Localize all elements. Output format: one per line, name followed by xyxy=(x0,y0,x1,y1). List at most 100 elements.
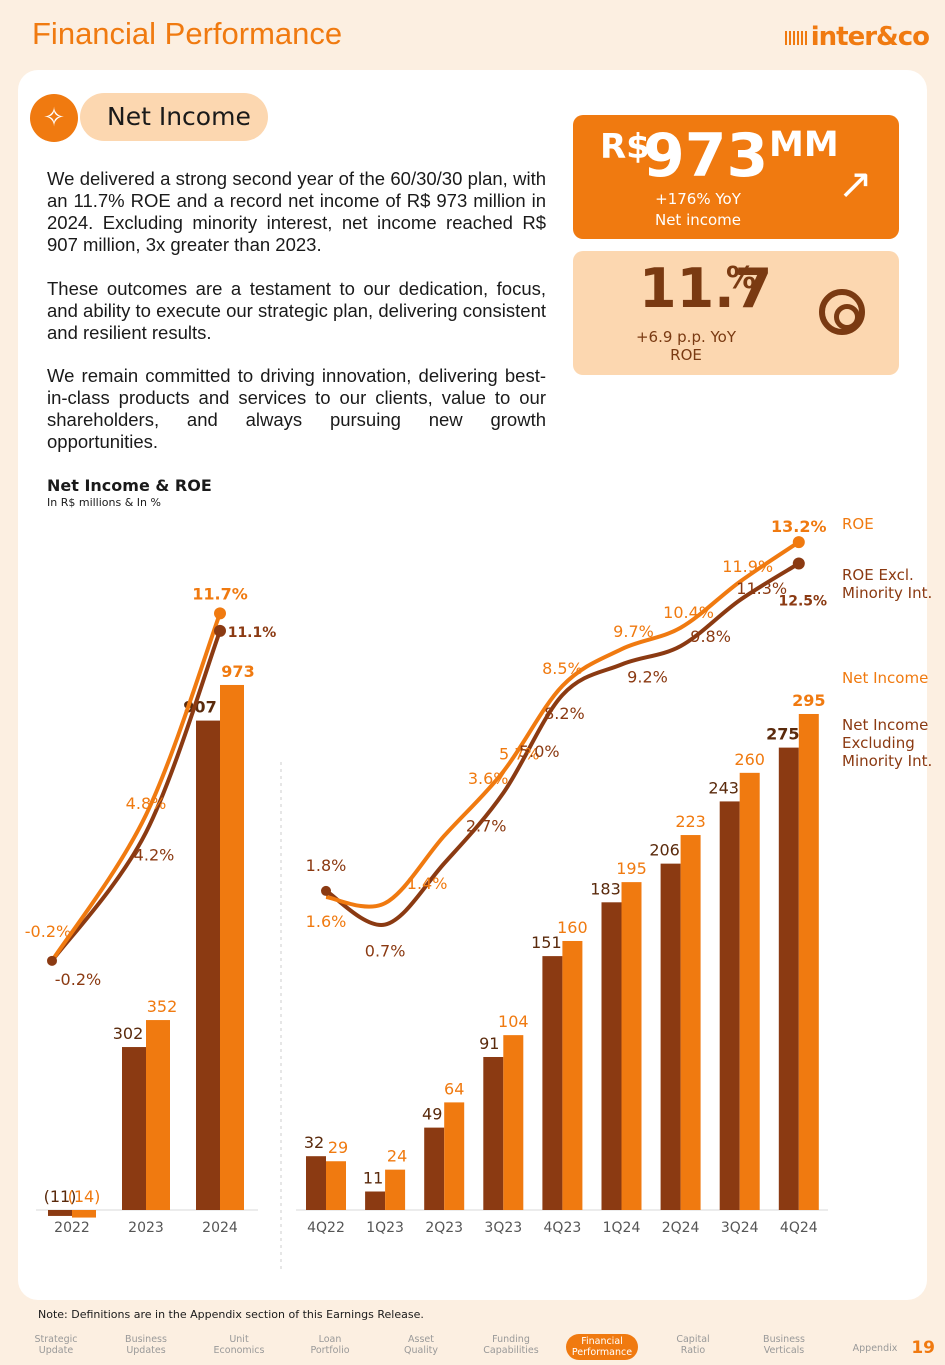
nav-strategic-update[interactable]: Strategic Update xyxy=(22,1334,90,1356)
quarterly-roe-excl-label-4Q22: 1.8% xyxy=(306,856,347,875)
logo-stripes-icon xyxy=(784,30,807,45)
legend-net-income-excl-line-1: Net Income xyxy=(842,716,929,734)
nav-label: Quality xyxy=(404,1345,438,1356)
quarterly-bar-label-ni-3Q23: 104 xyxy=(498,1012,529,1031)
annual-bar-ni-2023 xyxy=(146,1020,170,1210)
quarterly-roe-label-3Q23: 5.7% xyxy=(499,745,540,764)
annual-bar-excl-2022 xyxy=(48,1210,72,1216)
nav-label: Strategic xyxy=(34,1334,78,1345)
annual-bar-ni-2022 xyxy=(72,1210,96,1218)
quarterly-roe-label-4Q23: 8.5% xyxy=(542,659,583,678)
paragraph-1: We delivered a strong second year of the… xyxy=(47,168,546,255)
quarterly-line-roe xyxy=(325,540,800,909)
kpi-roe-unit: % xyxy=(726,261,757,296)
quarterly-tick-label-4Q23: 4Q23 xyxy=(544,1220,582,1236)
nav-label: Capital xyxy=(676,1334,710,1345)
nav-asset-quality[interactable]: Asset Quality xyxy=(387,1334,455,1356)
kpi-roe-change: +6.9 p.p. YoY xyxy=(635,328,737,346)
quarterly-roe-label-1Q24: 9.7% xyxy=(613,622,654,641)
quarterly-line-roe-excl xyxy=(324,561,800,927)
annual-roe-label-2024: 11.7% xyxy=(192,584,248,603)
quarterly-bar-label-excl-4Q23: 151 xyxy=(531,933,562,952)
nav-label: Business xyxy=(125,1334,167,1345)
nav-label: Financial xyxy=(581,1336,623,1347)
quarterly-roe-label-1Q23: 1.4% xyxy=(407,874,448,893)
chart-subtitle: In R$ millions & In % xyxy=(47,496,161,509)
net-income-roe-chart: (11)(14)202230235220239079732024-0.2%4.8… xyxy=(25,517,828,1270)
annual-bar-label-ni-2022: (14) xyxy=(68,1187,101,1206)
quarterly-bar-excl-4Q23 xyxy=(542,956,563,1210)
quarterly-roe-excl-label-4Q24: 12.5% xyxy=(779,594,828,610)
nav-funding-capabilities[interactable]: Funding Capabilities xyxy=(477,1334,545,1356)
quarterly-bar-ni-2Q23 xyxy=(444,1102,465,1210)
annual-line-roe-excl xyxy=(50,630,222,963)
quarterly-bar-label-ni-2Q23: 64 xyxy=(444,1079,464,1098)
quarterly-bar-label-ni-2Q24: 223 xyxy=(675,812,706,831)
kpi-roe-label: ROE xyxy=(670,346,702,364)
nav-label: Business xyxy=(763,1334,805,1345)
paragraph-2: These outcomes are a testament to our de… xyxy=(47,278,546,343)
paragraph-3: We remain committed to driving innovatio… xyxy=(47,365,546,452)
nav-financial-performance[interactable]: Financial Performance xyxy=(566,1334,638,1360)
page-number: 19 xyxy=(911,1338,935,1358)
nav-label: Capabilities xyxy=(483,1345,539,1356)
quarterly-bar-excl-4Q22 xyxy=(306,1156,326,1210)
nav-business-updates[interactable]: Business Updates xyxy=(112,1334,180,1356)
quarterly-bar-label-ni-1Q24: 195 xyxy=(616,859,647,878)
quarterly-roe-label-2Q23: 3.6% xyxy=(468,769,509,788)
quarterly-roe-excl-label-1Q23: 0.7% xyxy=(365,942,406,961)
quarterly-bar-label-ni-3Q24: 260 xyxy=(734,750,765,769)
arrow-up-right-icon: ↗ xyxy=(837,159,873,208)
annual-line-roe xyxy=(50,612,222,962)
annual-bar-excl-2024 xyxy=(196,720,220,1210)
quarterly-bar-excl-3Q24 xyxy=(719,801,740,1210)
quarterly-tick-label-4Q22: 4Q22 xyxy=(307,1220,345,1236)
quarterly-bar-label-excl-2Q23: 49 xyxy=(422,1105,442,1124)
legend-net-income-excl-line-2: Excluding xyxy=(842,734,915,752)
quarterly-roe-excl-label-4Q23: 8.2% xyxy=(544,704,585,723)
kpi-currency: R$ xyxy=(600,127,650,167)
quarterly-bar-excl-4Q24 xyxy=(778,747,799,1210)
nav-capital-ratio[interactable]: Capital Ratio xyxy=(659,1334,727,1356)
section-badge: Net Income xyxy=(80,93,268,141)
annual-bar-label-excl-2022: (11) xyxy=(44,1187,77,1206)
annual-roe-label-2022: -0.2% xyxy=(25,922,71,941)
quarterly-roe-label-4Q24: 13.2% xyxy=(771,517,827,536)
quarterly-bar-label-excl-4Q22: 32 xyxy=(304,1133,324,1152)
nav-appendix[interactable]: Appendix xyxy=(845,1343,905,1354)
quarterly-tick-label-2Q23: 2Q23 xyxy=(425,1220,463,1236)
nav-loan-portfolio[interactable]: Loan Portfolio xyxy=(296,1334,364,1356)
annual-bar-label-ni-2023: 352 xyxy=(147,997,178,1016)
quarterly-tick-label-3Q24: 3Q24 xyxy=(721,1220,759,1236)
nav-label: Funding xyxy=(492,1334,530,1345)
quarterly-tick-label-1Q23: 1Q23 xyxy=(366,1220,404,1236)
kpi-net-income-value: 973 xyxy=(643,121,769,191)
quarterly-bar-excl-1Q24 xyxy=(601,902,622,1210)
legend-roe-excl-line-2: Minority Int. xyxy=(842,584,933,602)
footnote: Note: Definitions are in the Appendix se… xyxy=(38,1308,424,1321)
sparkle-icon: ✧ xyxy=(30,94,78,142)
quarterly-bar-ni-3Q24 xyxy=(739,772,760,1210)
nav-label: Unit xyxy=(229,1334,249,1345)
legend-roe-excl: ROE Excl. Minority Int. xyxy=(842,566,932,602)
chart-title: Net Income & ROE xyxy=(47,476,212,495)
annual-tick-label-2023: 2023 xyxy=(128,1220,164,1236)
quarterly-bar-label-ni-4Q24: 295 xyxy=(792,691,825,710)
nav-unit-economics[interactable]: Unit Economics xyxy=(205,1334,273,1356)
quarterly-bar-label-excl-2Q24: 206 xyxy=(649,841,680,860)
annual-bar-ni-2024 xyxy=(220,684,244,1210)
quarterly-roe-label-4Q22: 1.6% xyxy=(306,912,347,931)
legend-roe: ROE xyxy=(842,515,874,533)
nav-label: Performance xyxy=(571,1347,633,1358)
nav-business-verticals[interactable]: Business Verticals xyxy=(750,1334,818,1356)
annual-marker-roe-excl-end xyxy=(214,624,226,637)
annual-roe-excl-label-2022: -0.2% xyxy=(55,970,101,989)
quarterly-bar-label-excl-1Q24: 183 xyxy=(590,879,621,898)
quarterly-bar-excl-3Q23 xyxy=(483,1056,504,1210)
nav-label: Portfolio xyxy=(310,1345,350,1356)
quarterly-tick-label-4Q24: 4Q24 xyxy=(780,1220,818,1236)
quarterly-roe-excl-label-2Q24: 9.8% xyxy=(690,627,731,646)
nav-label: Updates xyxy=(126,1345,166,1356)
annual-marker-roe-end xyxy=(214,607,226,620)
net-income-kpi-card: R$ 973 MM +176% YoY Net income ↗ xyxy=(573,115,899,239)
